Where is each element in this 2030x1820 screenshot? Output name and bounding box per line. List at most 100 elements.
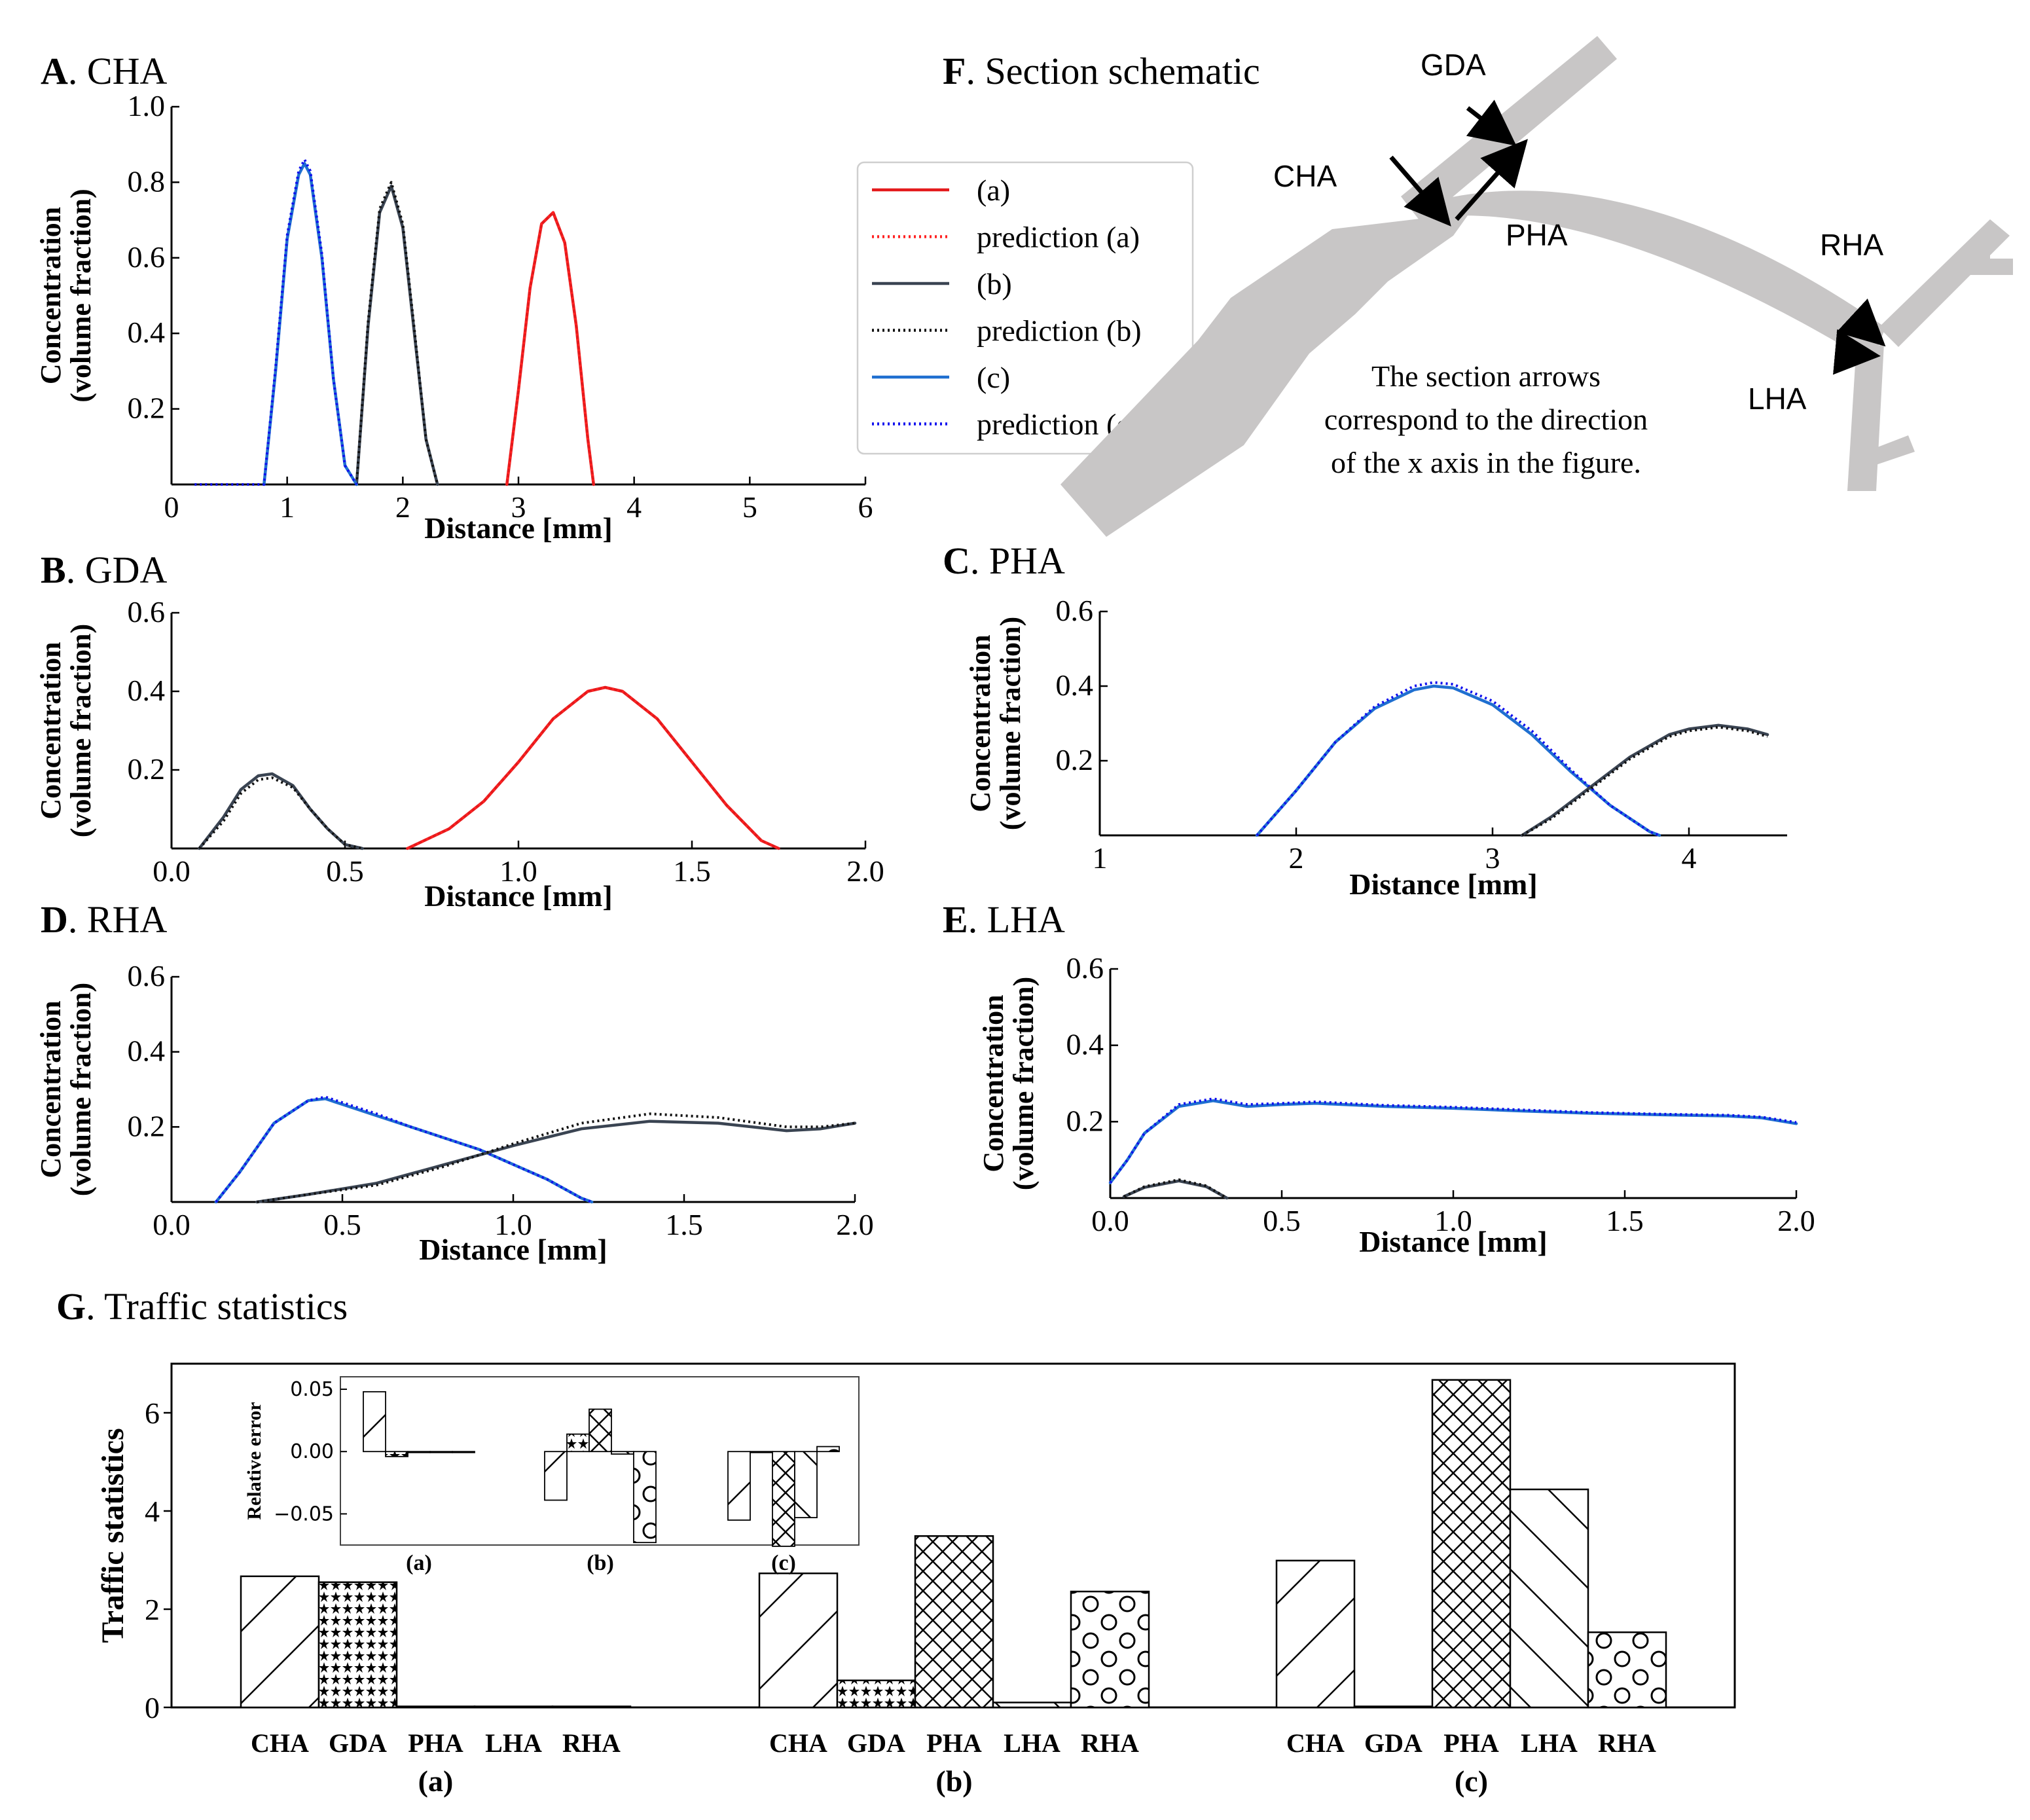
x-tick-label: 1.0 [499, 854, 537, 888]
series-line-pred_b [198, 776, 363, 850]
legend-label: (b) [977, 267, 1012, 300]
inset-bar [589, 1408, 612, 1453]
x-tick-label: 1.0 [494, 1208, 532, 1241]
panel-d: D. RHA 0.0 0.5 1.0 1.5 2.0 0.2 0.4 0.6 Distance [… [35, 898, 874, 1266]
y-tick-label: 2 [145, 1593, 160, 1626]
panel-title: F. Section schematic [943, 50, 1260, 92]
series-line-pred_c [194, 158, 358, 486]
bar [395, 1705, 476, 1709]
legend: (a)prediction (a)(b)prediction (b)(c)pre… [856, 161, 1194, 455]
x-axis-label: Distance [mm] [1359, 1225, 1547, 1258]
panel-c: C. PHA 1 2 3 4 0.2 0.4 0.6 Distance [mm] Concentr… [943, 539, 1787, 901]
series-line-pred_b [1123, 1178, 1228, 1199]
vessel-label-pha: PHA [1506, 218, 1568, 252]
panel-a: A. CHA 0 1 2 3 4 5 6 0.2 0.4 0.6 0.8 1.0 Distance [mm… [35, 50, 873, 545]
series-line-b [1520, 723, 1769, 837]
schematic-note: correspond to the direction [1324, 403, 1648, 436]
x-axis-label: Distance [mm] [424, 879, 612, 913]
bar [1070, 1590, 1150, 1709]
bar [1431, 1379, 1512, 1709]
group-label: (a) [418, 1764, 454, 1798]
y-axis-label: Concentration(volume fraction) [35, 624, 97, 837]
y-tick-label: 1.0 [128, 89, 166, 122]
inset-relative-error: 0.05 0.00 −0.05 Relative error (a) (b) (c) [244, 1376, 860, 1575]
vessel-label-rha: RHA [1820, 228, 1883, 262]
y-tick-label: 0.6 [128, 240, 166, 274]
section-arrow [1466, 100, 1517, 146]
legend-label: prediction (b) [977, 314, 1142, 348]
x-tick-label: 0.0 [153, 1208, 190, 1241]
bar [1587, 1631, 1667, 1709]
y-axis-label: Concentration(volume fraction) [35, 189, 97, 402]
section-arrow [1389, 155, 1451, 227]
category-label: GDA [329, 1728, 387, 1758]
inset-bar [611, 1451, 634, 1455]
panel-title: C. PHA [943, 539, 1065, 582]
x-tick-label: 4 [626, 490, 642, 524]
legend-label: (c) [977, 361, 1010, 394]
x-tick-label: 2.0 [836, 1208, 874, 1241]
x-tick-label: 1.5 [665, 1208, 703, 1241]
y-axis-label: Traffic statistics [96, 1428, 130, 1643]
panel-e: E. LHA 0.0 0.5 1.0 1.5 2.0 0.2 0.4 0.6 Distance [… [943, 898, 1815, 1258]
section-arrow [1455, 139, 1528, 221]
y-tick-label: 0.4 [128, 674, 166, 707]
bar [1275, 1559, 1356, 1709]
vessel-label-lha: LHA [1748, 382, 1807, 416]
x-tick-label: 0.0 [153, 854, 190, 888]
category-label: PHA [926, 1728, 982, 1758]
y-tick-label: 0.6 [1066, 951, 1104, 985]
bar-group: CHA GDA PHA LHA RHA (a) [240, 1575, 632, 1798]
bar-group: CHA GDA PHA LHA RHA (b) [758, 1535, 1150, 1798]
bar [317, 1581, 398, 1709]
series-line-pred_c [215, 1095, 592, 1203]
x-tick-label: 3 [511, 490, 526, 524]
group-label: (c) [1455, 1764, 1488, 1798]
y-tick-label: 0.6 [1056, 594, 1094, 627]
y-tick-label: 0.6 [128, 959, 166, 992]
x-tick-label: 0.5 [323, 1208, 361, 1241]
x-tick-label: 0.0 [1091, 1204, 1129, 1237]
category-label: CHA [769, 1728, 827, 1758]
panel-title: E. LHA [943, 898, 1065, 941]
x-tick-label: 0.5 [326, 854, 364, 888]
inset-bar [452, 1451, 475, 1453]
inset-bar [363, 1391, 386, 1453]
schematic-note: of the x axis in the figure. [1331, 446, 1641, 479]
category-label: RHA [1081, 1728, 1139, 1758]
panel-g: G. Traffic statistics 0 2 4 6 Traffic statist… [56, 1285, 1736, 1798]
section-arrow [1833, 329, 1881, 375]
section-schematic: F. Section schematic GDA CHA PHA RHA LHA The s… [943, 36, 2013, 537]
y-tick-label: 0.8 [128, 164, 166, 198]
category-label: LHA [485, 1728, 542, 1758]
category-label: CHA [251, 1728, 309, 1758]
vessel-lha [1847, 344, 1884, 491]
category-label: LHA [1521, 1728, 1578, 1758]
series-line-a [505, 211, 596, 486]
x-tick-label: 0.5 [1263, 1204, 1301, 1237]
series-line-pred_c [1109, 1097, 1797, 1184]
category-label: GDA [847, 1728, 905, 1758]
y-tick-label: 6 [145, 1396, 160, 1430]
group-label: (b) [935, 1764, 972, 1798]
vessel-label-cha: CHA [1273, 159, 1337, 193]
category-label: CHA [1286, 1728, 1345, 1758]
panel-b: B. GDA 0.0 0.5 1.0 1.5 2.0 0.2 0.4 0.6 Distance [… [35, 549, 884, 913]
x-tick-label: 1.0 [1434, 1204, 1472, 1237]
category-label: PHA [408, 1728, 463, 1758]
inset-bar [750, 1451, 773, 1453]
x-tick-label: 4 [1682, 841, 1697, 875]
inset-bar [566, 1433, 590, 1453]
category-label: RHA [562, 1728, 621, 1758]
vessel-lha-sub [1866, 435, 1915, 466]
series-line-pred_b [1521, 725, 1768, 837]
panel-title: B. GDA [41, 549, 167, 591]
bar [992, 1702, 1072, 1709]
series-line-c [263, 162, 358, 486]
y-tick-label: 0 [145, 1691, 160, 1724]
series-line-c [214, 1097, 594, 1204]
bar [473, 1705, 554, 1709]
x-tick-label: 1 [1093, 841, 1108, 875]
y-axis-label: Concentration(volume fraction) [35, 983, 97, 1196]
vessel-rha-stub [1964, 259, 2013, 275]
